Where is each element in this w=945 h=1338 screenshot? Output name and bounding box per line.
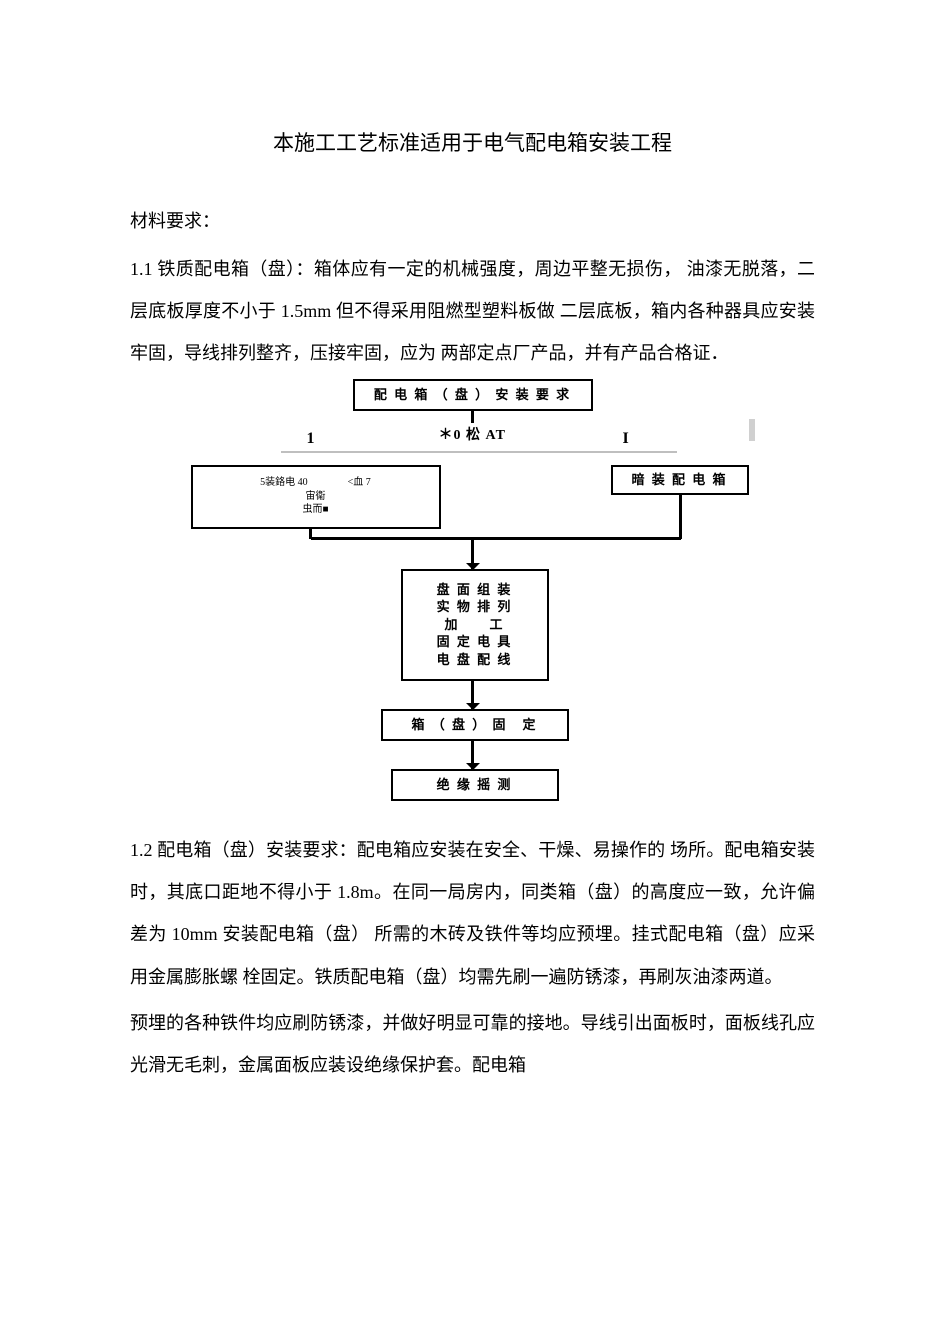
flowchart-container: 配 电 箱 （ 盘 ） 安 装 要 求1＊0 松 ATI5装鉻电 40<血 7宙… xyxy=(130,379,815,823)
flow-node-requirements: 配 电 箱 （ 盘 ） 安 装 要 求 xyxy=(353,379,593,411)
flow-node-test: 绝 缘 摇 测 xyxy=(391,769,559,801)
paragraph-1-2: 1.2 配电箱（盘）安装要求：配电箱应安装在安全、干燥、易操作的 场所。配电箱安… xyxy=(130,829,815,998)
paragraph-1-1: 1.1 铁质配电箱（盘）：箱体应有一定的机械强度，周边平整无损伤， 油漆无脱落，… xyxy=(130,248,815,375)
flow-line xyxy=(679,495,682,539)
flow-label-mid: ＊0 松 AT xyxy=(439,421,506,452)
flowchart: 配 电 箱 （ 盘 ） 安 装 要 求1＊0 松 ATI5装鉻电 40<血 7宙… xyxy=(191,379,755,823)
flow-node-ming-install: 5装鉻电 40<血 7宙衞虫而■ xyxy=(191,465,441,529)
edge-stub xyxy=(749,419,755,441)
flow-node-an-install: 暗 装 配 电 箱 xyxy=(611,465,749,495)
separator-line xyxy=(281,451,677,453)
paragraph-1-3: 预埋的各种铁件均应刷防锈漆，并做好明显可靠的接地。导线引出面板时，面板线孔应光滑… xyxy=(130,1002,815,1087)
material-label: 材料要求： xyxy=(130,202,815,242)
flow-node-fix: 箱 （ 盘 ） 固 定 xyxy=(381,709,569,741)
flow-node-assembly: 盘 面 组 装实 物 排 列加 工固 定 电 具电 盘 配 线 xyxy=(401,569,549,681)
flow-line xyxy=(311,537,681,540)
page-title: 本施工工艺标准适用于电气配电箱安装工程 xyxy=(130,120,815,166)
